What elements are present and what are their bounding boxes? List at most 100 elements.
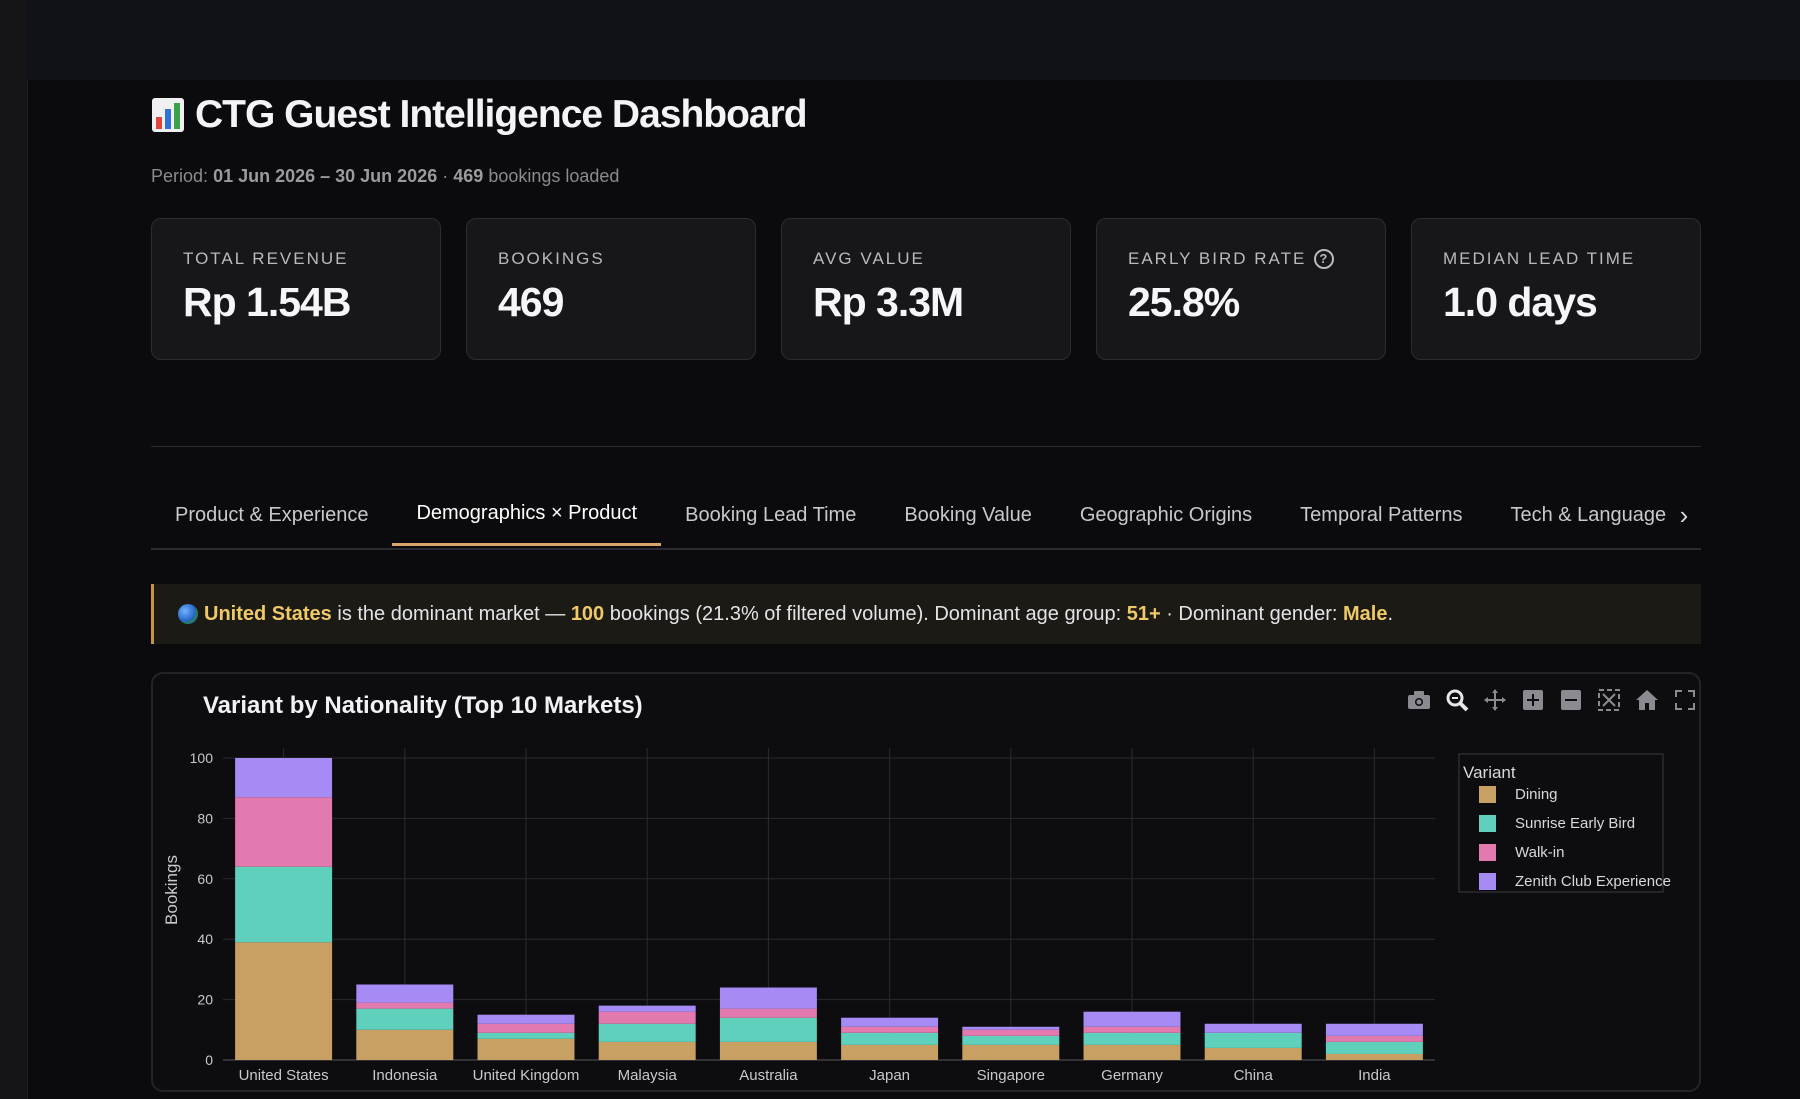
zoom-icon[interactable] — [1443, 686, 1471, 714]
kpi-row: TOTAL REVENUE Rp 1.54B BOOKINGS 469 AVG … — [151, 218, 1701, 360]
bar-segment — [1204, 1032, 1302, 1048]
bar-segment — [1083, 1026, 1181, 1033]
bar-segment — [719, 1041, 817, 1060]
y-tick-label: 20 — [197, 992, 213, 1008]
dashboard-title: CTG Guest Intelligence Dashboard — [195, 93, 808, 136]
bookings-loaded-count: 469 — [453, 166, 484, 186]
bar-segment — [719, 987, 817, 1009]
kpi-label: EARLY BIRD RATE — [1128, 249, 1307, 268]
bar-segment — [235, 758, 333, 798]
bar-segment — [598, 1011, 696, 1024]
period-range: 01 Jun 2026 – 30 Jun 2026 — [213, 166, 438, 186]
bar-segment — [477, 1014, 575, 1024]
bar-segment — [1204, 1047, 1302, 1060]
kpi-label: BOOKINGS — [498, 249, 605, 268]
reset-axes-icon[interactable] — [1633, 686, 1661, 714]
x-tick-label: Singapore — [977, 1067, 1045, 1084]
bar-segment — [841, 1026, 939, 1033]
camera-icon[interactable] — [1405, 686, 1433, 714]
insight-country: United States — [204, 602, 332, 625]
bar-segment — [841, 1017, 939, 1027]
fullscreen-icon[interactable] — [1671, 686, 1699, 714]
bar-segment — [719, 1008, 817, 1018]
tab-geographic-origins[interactable]: Geographic Origins — [1079, 503, 1253, 526]
y-tick-label: 60 — [197, 871, 213, 887]
kpi-avg-value: AVG VALUE Rp 3.3M — [781, 218, 1071, 360]
section-divider — [151, 446, 1701, 447]
chart-legend: Variant Dining Sunrise Early Bird Walk-in Z… — [1458, 753, 1671, 893]
autoscale-icon[interactable] — [1595, 686, 1623, 714]
kpi-label: AVG VALUE — [813, 249, 925, 268]
stacked-bar-chart: 0 20 40 60 80 100 United States Indonesia United… — [162, 748, 1671, 1084]
bars — [235, 758, 1423, 1060]
bar-segment — [598, 1041, 696, 1060]
bar-segment — [356, 1029, 454, 1060]
bar-segment — [356, 984, 454, 1003]
bar-segment — [962, 1035, 1060, 1045]
period-separator: · — [442, 166, 449, 186]
bar-segment — [235, 866, 333, 943]
bar-segment — [356, 1002, 454, 1009]
y-tick-label: 100 — [190, 750, 214, 766]
period-info: Period: 01 Jun 2026 – 30 Jun 2026 · 469 … — [151, 166, 619, 187]
bar-segment — [1325, 1023, 1423, 1036]
bar-segment — [235, 797, 333, 867]
legend-item: Dining — [1515, 786, 1558, 803]
bar-segment — [841, 1032, 939, 1045]
bar-segment — [1083, 1011, 1181, 1027]
tab-booking-value[interactable]: Booking Value — [904, 503, 1032, 526]
insight-callout: United States is the dominant market — 1… — [151, 584, 1701, 644]
x-tick-label: India — [1358, 1067, 1391, 1084]
legend-swatch — [1479, 844, 1496, 861]
period-label: Period: — [151, 166, 209, 186]
bar-segment — [598, 1005, 696, 1012]
zoom-in-icon[interactable] — [1519, 686, 1547, 714]
x-tick-label: Indonesia — [372, 1067, 438, 1084]
x-tick-label: Australia — [739, 1067, 798, 1084]
y-axis-label: Bookings — [162, 855, 181, 925]
kpi-value: 469 — [498, 279, 564, 325]
bar-segment — [1325, 1035, 1423, 1042]
legend-swatch — [1479, 815, 1496, 832]
bar-segment — [1083, 1044, 1181, 1060]
sidebar-strip — [0, 0, 28, 1099]
insight-text: . — [1387, 602, 1394, 625]
bar-segment — [962, 1044, 1060, 1060]
insight-gender: Male — [1342, 602, 1388, 625]
zoom-out-icon[interactable] — [1557, 686, 1585, 714]
bar-segment — [962, 1026, 1060, 1030]
kpi-median-lead-time: MEDIAN LEAD TIME 1.0 days — [1411, 218, 1701, 360]
tab-bar: Product & Experience Demographics × Prod… — [151, 484, 1701, 550]
legend-item: Zenith Club Experience — [1515, 873, 1671, 890]
chevron-right-icon[interactable]: › — [1679, 499, 1689, 530]
x-tick-label: Germany — [1101, 1067, 1163, 1084]
x-tick-label: Japan — [869, 1067, 910, 1084]
bar-segment — [1204, 1023, 1302, 1033]
bar-segment — [1083, 1032, 1181, 1045]
bar-segment — [356, 1008, 454, 1030]
kpi-bookings: BOOKINGS 469 — [466, 218, 756, 360]
legend-item: Sunrise Early Bird — [1515, 815, 1635, 832]
tab-product-experience[interactable]: Product & Experience — [175, 503, 369, 526]
pan-icon[interactable] — [1481, 686, 1509, 714]
kpi-value: Rp 1.54B — [183, 279, 351, 325]
tab-temporal-patterns[interactable]: Temporal Patterns — [1300, 503, 1463, 526]
legend-swatch — [1479, 786, 1496, 803]
question-circle-icon[interactable]: ? — [1314, 249, 1335, 269]
kpi-value: 1.0 days — [1443, 279, 1598, 325]
x-tick-label: China — [1234, 1067, 1274, 1084]
kpi-total-revenue: TOTAL REVENUE Rp 1.54B — [151, 218, 441, 360]
tab-tech-language[interactable]: Tech & Language — [1510, 503, 1667, 526]
bar-chart-icon — [152, 98, 184, 132]
tab-booking-lead-time[interactable]: Booking Lead Time — [685, 503, 857, 526]
insight-age-group: 51+ — [1126, 602, 1161, 625]
kpi-label-row: EARLY BIRD RATE ? — [1128, 249, 1354, 269]
bookings-loaded-label: bookings loaded — [488, 166, 620, 186]
axes: 0 20 40 60 80 100 United States Indonesia United… — [190, 750, 1392, 1084]
insight-text: is the dominant market — — [337, 602, 566, 625]
x-tick-label: Malaysia — [618, 1067, 678, 1084]
top-header-bar — [27, 0, 1800, 80]
y-tick-label: 80 — [197, 810, 213, 826]
tab-demographics-product[interactable]: Demographics × Product — [392, 484, 662, 546]
x-tick-label: United Kingdom — [473, 1067, 580, 1084]
